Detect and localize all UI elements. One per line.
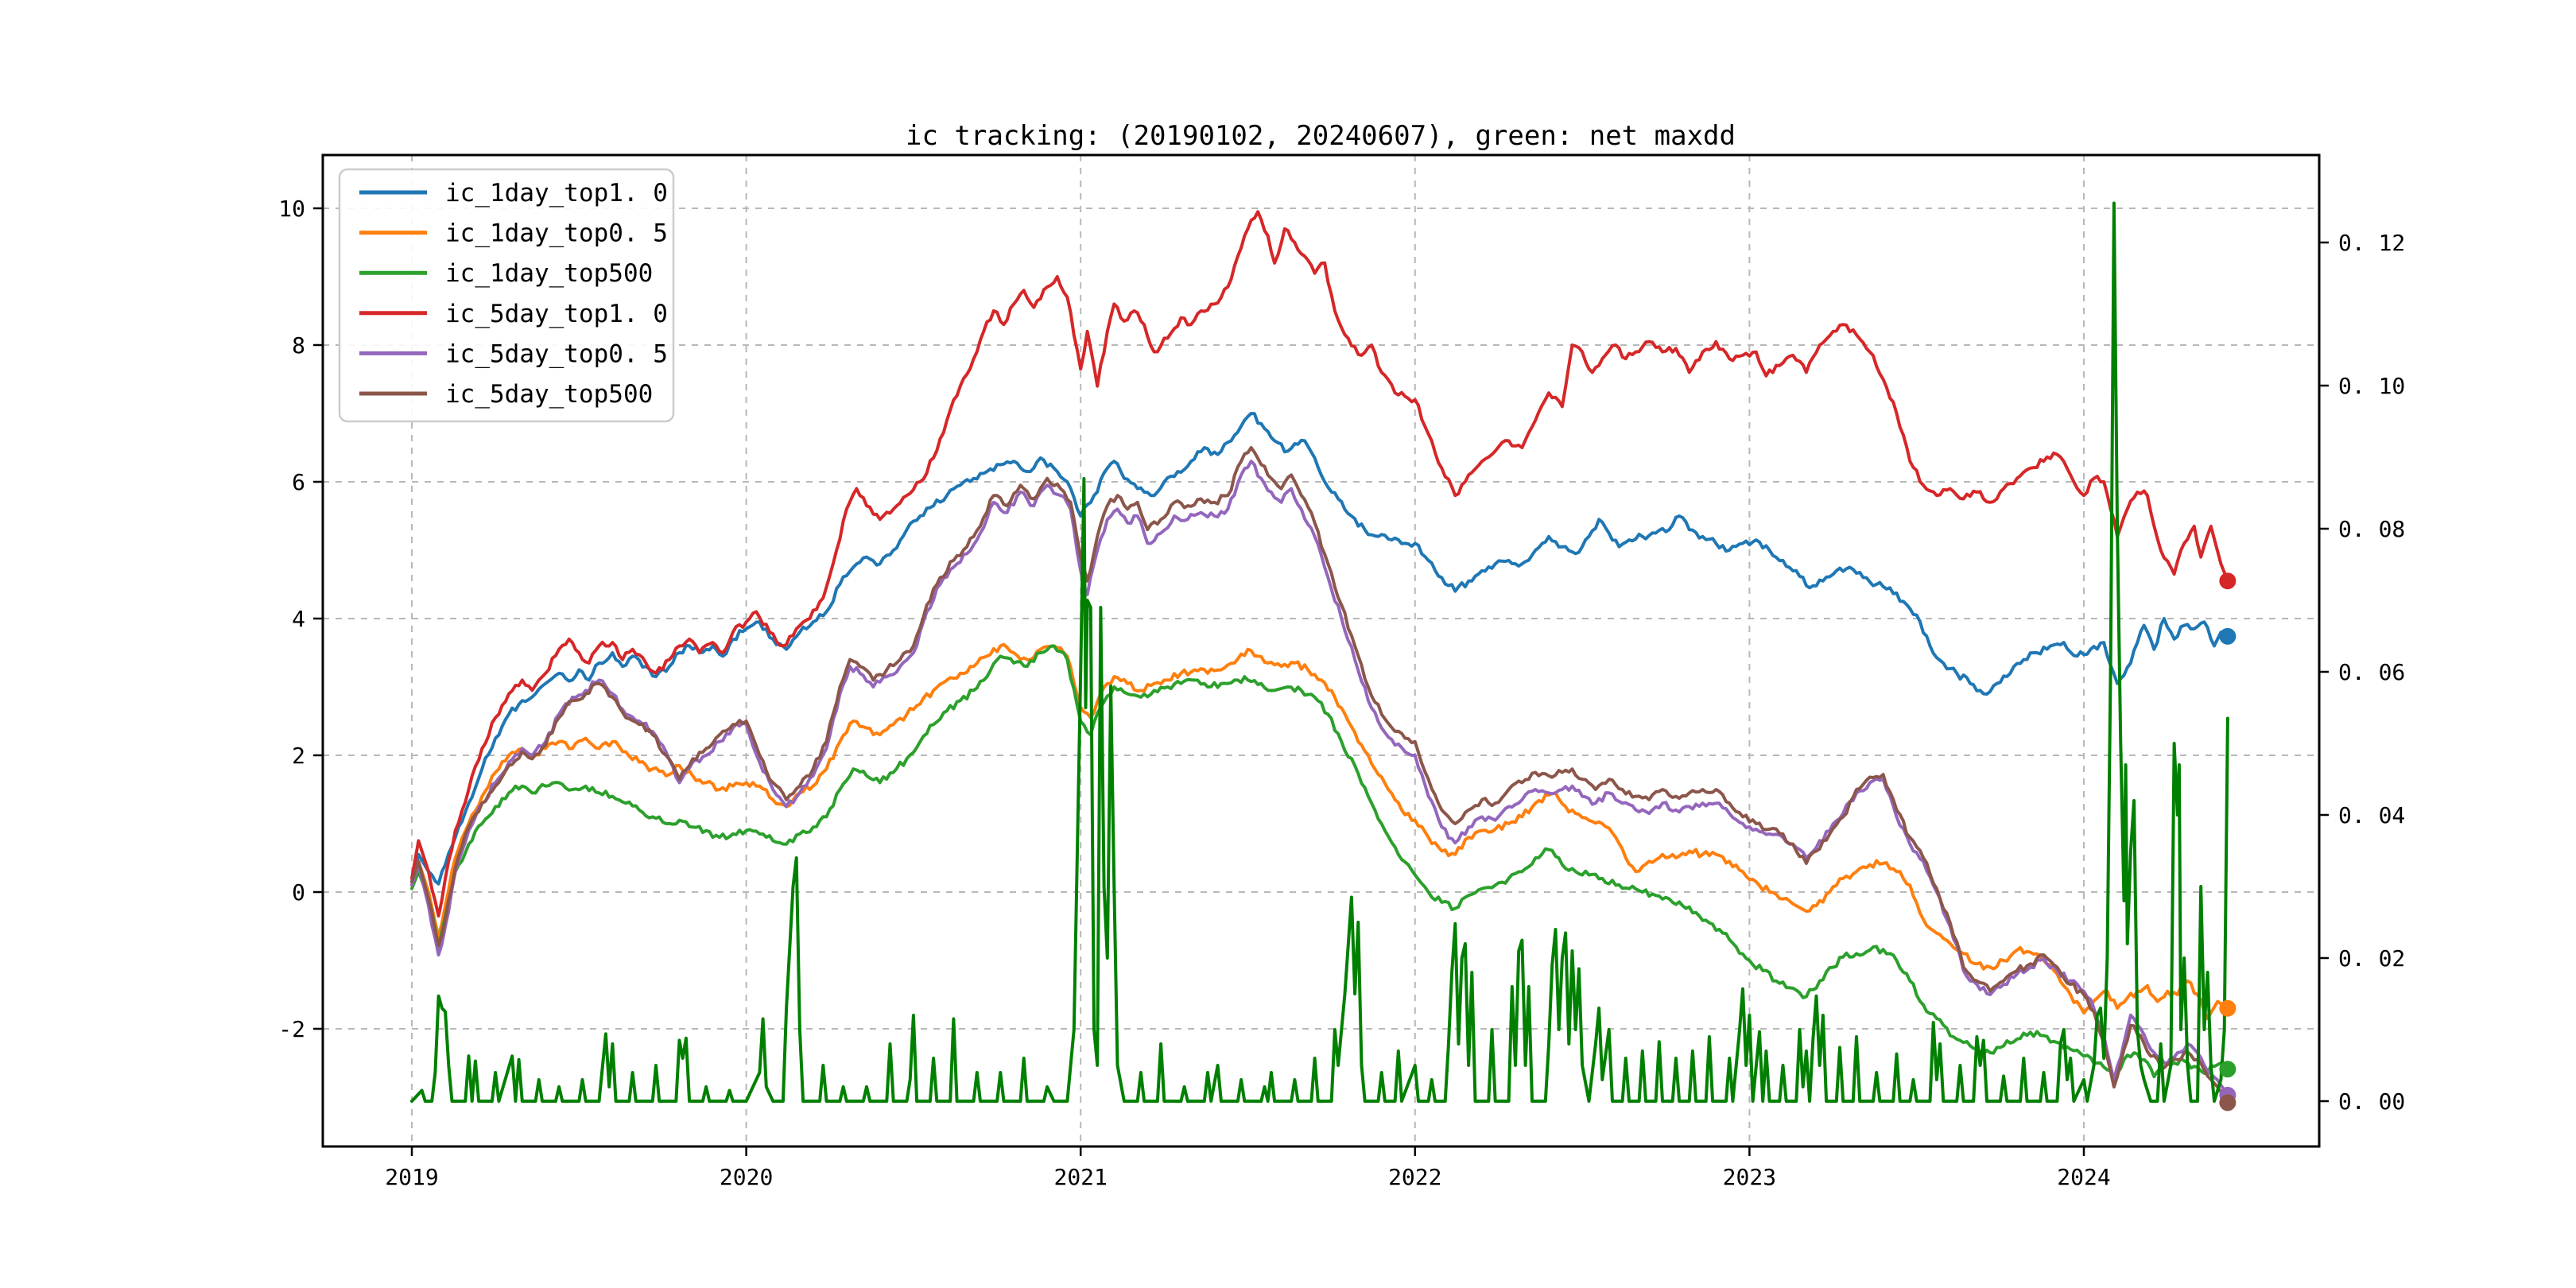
- legend-label-0: ic_1day_top1. 0: [445, 179, 668, 208]
- legend-label-3: ic_5day_top1. 0: [445, 300, 668, 328]
- legend-label-4: ic_5day_top0. 5: [445, 339, 668, 368]
- series-line-ic_5day_top1.0: [410, 210, 2229, 918]
- series-line-net_maxdd: [410, 201, 2229, 1103]
- plot-border: [321, 153, 2321, 1148]
- series-line-ic_1day_top0.5: [410, 642, 2229, 1021]
- legend-label-5: ic_5day_top500: [445, 380, 653, 409]
- right-tick-label: 0. 06: [2338, 659, 2405, 685]
- end-markers: [2219, 572, 2237, 1111]
- left-tick-label: 6: [292, 469, 305, 495]
- x-tick-label: 2020: [720, 1164, 773, 1190]
- x-tick-label: 2022: [1388, 1164, 1441, 1190]
- left-tick-label: 0: [292, 879, 305, 906]
- right-tick-label: 0. 00: [2338, 1088, 2405, 1115]
- right-tick-label: 0. 10: [2338, 373, 2405, 399]
- left-tick-label: 8: [292, 332, 305, 359]
- right-tick-label: 0. 04: [2338, 802, 2405, 828]
- right-tick-label: 0. 08: [2338, 516, 2405, 542]
- series-line-ic_5day_top0.5: [410, 460, 2229, 1097]
- right-tick-label: 0. 02: [2338, 945, 2405, 972]
- left-tick-label: -2: [278, 1016, 305, 1042]
- end-marker-ic_1day_top500: [2219, 1061, 2237, 1078]
- left-tick-label: 4: [292, 606, 305, 632]
- legend-label-1: ic_1day_top0. 5: [445, 219, 668, 248]
- series-line-ic_5day_top500: [410, 446, 2229, 1104]
- end-marker-ic_5day_top500: [2219, 1094, 2237, 1111]
- left-tick-label: 10: [278, 196, 305, 222]
- series-line-ic_1day_top500: [410, 644, 2229, 1079]
- x-tick-label: 2019: [385, 1164, 438, 1190]
- end-marker-ic_1day_top0.5: [2219, 999, 2237, 1017]
- legend-label-2: ic_1day_top500: [445, 259, 653, 288]
- right-tick-label: 0. 12: [2338, 230, 2405, 256]
- left-tick-label: 2: [292, 743, 305, 769]
- end-marker-ic_1day_top1.0: [2219, 627, 2237, 645]
- legend-box: ic_1day_top1. 0 ic_1day_top0. 5 ic_1day_to…: [338, 168, 675, 423]
- x-tick-label: 2023: [1723, 1164, 1776, 1190]
- end-marker-ic_5day_top1.0: [2219, 572, 2237, 590]
- x-tick-label: 2021: [1053, 1164, 1107, 1190]
- chart-title: ic tracking: (20190102, 20240607), green…: [906, 120, 1736, 152]
- axes-and-ticks: 10 8 6 4 2 0 -2 0. 12 0. 10 0. 08 0. 06 0. 04 0. 02 0…: [278, 153, 2405, 1190]
- x-tick-label: 2024: [2057, 1164, 2110, 1190]
- series-lines: [410, 201, 2229, 1104]
- series-line-ic_1day_top1.0: [410, 412, 2229, 886]
